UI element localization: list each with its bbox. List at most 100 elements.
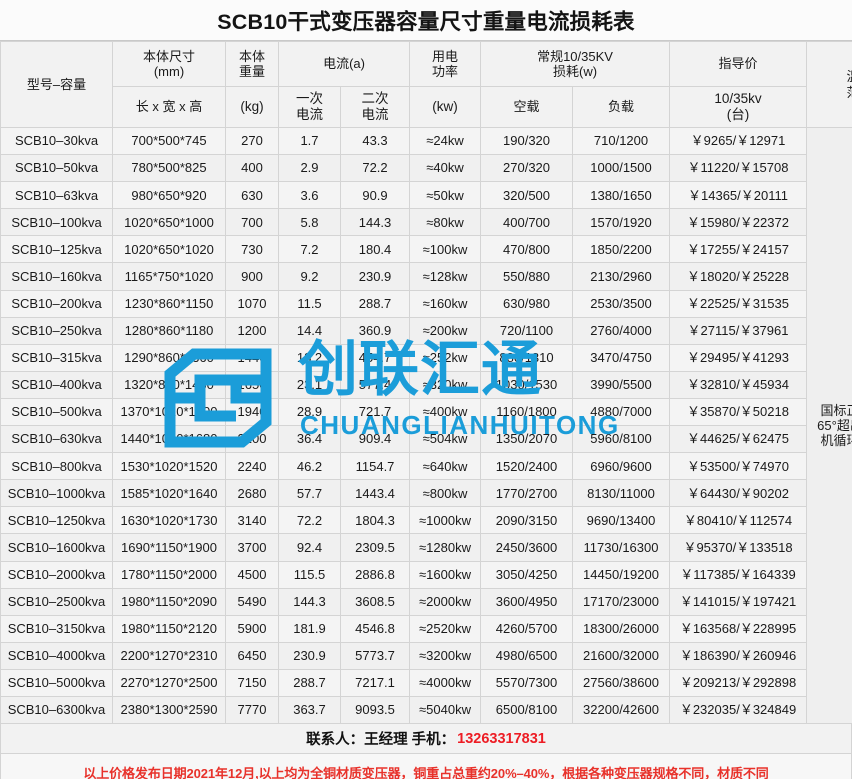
cell-price: ￥14365/￥20111 (669, 181, 808, 210)
cell-price: ￥35870/￥50218 (669, 397, 808, 427)
table-row: SCB10–2000kva 1780*1150*2000 4500 115.5 2886… (0, 560, 852, 589)
cell-weight: 4500 (225, 560, 279, 589)
cell-temperature-note: 国标正常温度65°超出温度风机循环散热。 (806, 126, 852, 725)
cell-load-loss: 14450/19200 (572, 560, 671, 589)
cell-model: SCB10–500kva (0, 397, 113, 427)
cell-secondary-current: 454.7 (339, 343, 411, 372)
cell-secondary-current: 288.7 (339, 289, 411, 318)
cell-price: ￥141015/￥197421 (669, 587, 808, 616)
cell-secondary-current: 5773.7 (339, 641, 411, 670)
cell-primary-current: 9.2 (278, 262, 341, 291)
cell-load-loss: 9690/13400 (572, 506, 671, 535)
cell-weight: 7770 (225, 695, 279, 725)
table-row: SCB10–63kva 980*650*920 630 3.6 90.9 ≈50kw 320… (0, 181, 852, 210)
cell-dimension: 700*500*745 (112, 126, 226, 156)
header-model: 型号–容量 (0, 41, 113, 128)
cell-secondary-current: 3608.5 (339, 587, 411, 616)
cell-model: SCB10–100kva (0, 208, 113, 237)
cell-power: ≈4000kw (409, 668, 482, 697)
contact-label: 联系人：王经理 手机： (306, 732, 456, 749)
cell-power: ≈200kw (409, 316, 482, 345)
cell-noload-loss: 630/980 (480, 289, 574, 318)
cell-primary-current: 230.9 (278, 641, 341, 670)
cell-price: ￥32810/￥45934 (669, 370, 808, 399)
cell-dimension: 1165*750*1020 (112, 262, 226, 291)
cell-primary-current: 92.4 (278, 533, 341, 562)
page-title-bar: SCB10干式变压器容量尺寸重量电流损耗表 (0, 0, 852, 41)
cell-noload-loss: 1770/2700 (480, 479, 574, 508)
cell-weight: 730 (225, 235, 279, 264)
cell-model: SCB10–800kva (0, 452, 113, 481)
header-sub-secondary-current: 二次 电流 (339, 86, 411, 128)
table-row: SCB10–315kva 1290*860*1360 1440 18.2 454.7 ≈2… (0, 343, 852, 372)
cell-primary-current: 288.7 (278, 668, 341, 697)
table-row: SCB10–630kva 1440*1020*1680 2100 36.4 909.4 ≈… (0, 425, 852, 454)
cell-price: ￥232035/￥324849 (669, 695, 808, 725)
cell-load-loss: 8130/11000 (572, 479, 671, 508)
header-loss-line2: 损耗(w) (552, 64, 598, 79)
cell-weight: 3700 (225, 533, 279, 562)
cell-power: ≈800kw (409, 479, 482, 508)
cell-load-loss: 1850/2200 (572, 235, 671, 264)
cell-noload-loss: 3050/4250 (480, 560, 574, 589)
cell-dimension: 1780*1150*2000 (112, 560, 226, 589)
cell-model: SCB10–2500kva (0, 587, 113, 616)
cell-primary-current: 46.2 (278, 452, 341, 481)
header-sub-secondary-current-line1: 二次 (361, 91, 389, 107)
cell-load-loss: 32200/42600 (572, 695, 671, 725)
header-row-group: 型号–容量 本体尺寸 (mm) 本体 重量 电流(a) 用电 功率 常规10/3… (0, 41, 852, 128)
cell-load-loss: 2530/3500 (572, 289, 671, 318)
cell-model: SCB10–2000kva (0, 560, 113, 589)
cell-primary-current: 57.7 (278, 479, 341, 508)
cell-price: ￥44625/￥62475 (669, 425, 808, 454)
header-sub-primary-current-line1: 一次 (296, 91, 323, 107)
header-sub-dimension: 长 x 宽 x 高 (112, 86, 226, 128)
cell-weight: 5900 (225, 614, 279, 643)
header-sub-primary-current: 一次 电流 (278, 86, 341, 128)
cell-power: ≈5040kw (409, 695, 482, 725)
cell-dimension: 1020*650*1020 (112, 235, 226, 264)
header-body-dimension-line1: 本体尺寸 (142, 48, 195, 64)
cell-model: SCB10–400kva (0, 370, 113, 399)
cell-primary-current: 11.5 (278, 289, 341, 318)
cell-dimension: 1980*1150*2120 (112, 614, 226, 643)
cell-secondary-current: 7217.1 (339, 668, 411, 697)
header-temperature-range: 温度 范围 (806, 41, 852, 128)
table-row: SCB10–500kva 1370*1020*1600 1940 28.9 721.7 ≈… (0, 397, 852, 427)
cell-secondary-current: 1154.7 (339, 452, 411, 481)
contact-phone[interactable]: 13263317831 (457, 730, 546, 747)
cell-power: ≈2520kw (409, 614, 482, 643)
cell-weight: 700 (225, 208, 279, 237)
header-body-weight: 本体 重量 (225, 41, 279, 87)
cell-power: ≈50kw (409, 181, 482, 210)
cell-secondary-current: 72.2 (339, 154, 411, 183)
cell-secondary-current: 721.7 (339, 397, 411, 427)
cell-dimension: 980*650*920 (112, 181, 226, 210)
cell-load-loss: 18300/26000 (572, 614, 671, 643)
cell-power: ≈40kw (409, 154, 482, 183)
cell-noload-loss: 3600/4950 (480, 587, 574, 616)
cell-price: ￥186390/￥260946 (669, 641, 808, 670)
table-row: SCB10–50kva 780*500*825 400 2.9 72.2 ≈40kw 270… (0, 154, 852, 183)
cell-dimension: 1020*650*1000 (112, 208, 226, 237)
table-row: SCB10–1250kva 1630*1020*1730 3140 72.2 1804.… (0, 506, 852, 535)
cell-primary-current: 144.3 (278, 587, 341, 616)
cell-weight: 1650 (225, 370, 279, 399)
cell-power: ≈80kw (409, 208, 482, 237)
cell-load-loss: 3470/4750 (572, 343, 671, 372)
cell-model: SCB10–1250kva (0, 506, 113, 535)
cell-primary-current: 3.6 (278, 181, 341, 210)
cell-dimension: 1530*1020*1520 (112, 452, 226, 481)
cell-model: SCB10–4000kva (0, 641, 113, 670)
cell-dimension: 1980*1150*2090 (112, 587, 226, 616)
header-subrow-group: 长 x 宽 x 高 (kg) 一次 电流 二次 电流 (kw) 空载 负载 10… (1, 86, 852, 128)
header-sub-weight-unit: (kg) (225, 86, 279, 128)
cell-noload-loss: 1030/1530 (480, 370, 574, 399)
cell-power: ≈320kw (409, 370, 482, 399)
header-body-dimension-unit: (mm) (153, 64, 185, 79)
cell-load-loss: 2130/2960 (572, 262, 671, 291)
table-row: SCB10–160kva 1165*750*1020 900 9.2 230.9 ≈128… (0, 262, 852, 291)
header-price-group: 指导价 (669, 41, 808, 87)
cell-noload-loss: 190/320 (480, 126, 574, 156)
cell-price: ￥17255/￥24157 (669, 235, 808, 264)
